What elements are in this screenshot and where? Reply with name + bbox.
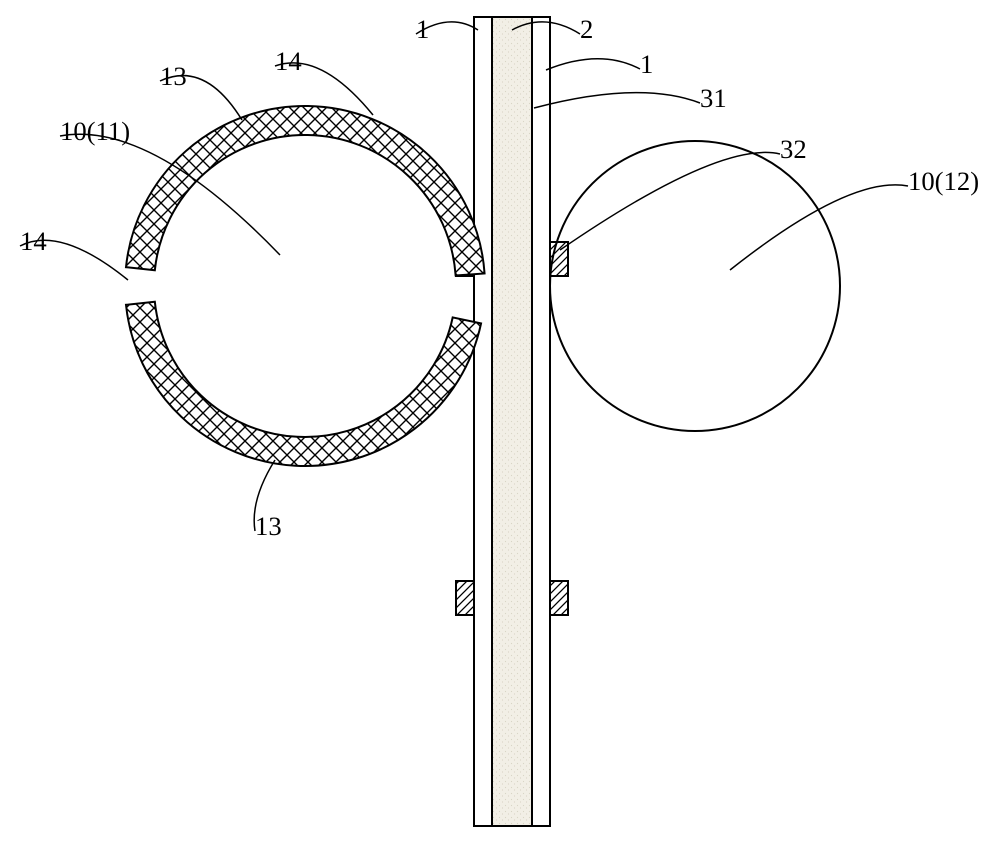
column-core (492, 17, 532, 826)
ref-label: 1 (640, 49, 653, 80)
hinge-block (456, 581, 474, 615)
ref-label: 14 (275, 46, 302, 77)
ref-label: 14 (20, 226, 47, 257)
leader-line (546, 59, 640, 70)
leader-line (534, 93, 700, 108)
ref-label: 13 (255, 511, 282, 542)
column-plate-right (532, 17, 550, 826)
ref-label: 31 (700, 83, 727, 114)
column-plate-left (474, 17, 492, 826)
ref-label: 10(12) (908, 166, 979, 197)
ref-label: 32 (780, 134, 807, 165)
right-circle (550, 141, 840, 431)
left-ring-upper (126, 302, 481, 466)
ref-label: 1 (416, 14, 429, 45)
ref-label: 13 (160, 61, 187, 92)
diagram-canvas: 1 2 1 31 32 10(12) 14 13 10(11) 14 13 (0, 0, 1000, 843)
diagram-svg (0, 0, 1000, 843)
ref-label: 10(11) (60, 116, 130, 147)
hinge-block (550, 581, 568, 615)
left-ring-lower (126, 106, 485, 275)
leader-line (560, 152, 780, 250)
leader-line (730, 185, 908, 270)
ref-label: 2 (580, 14, 593, 45)
